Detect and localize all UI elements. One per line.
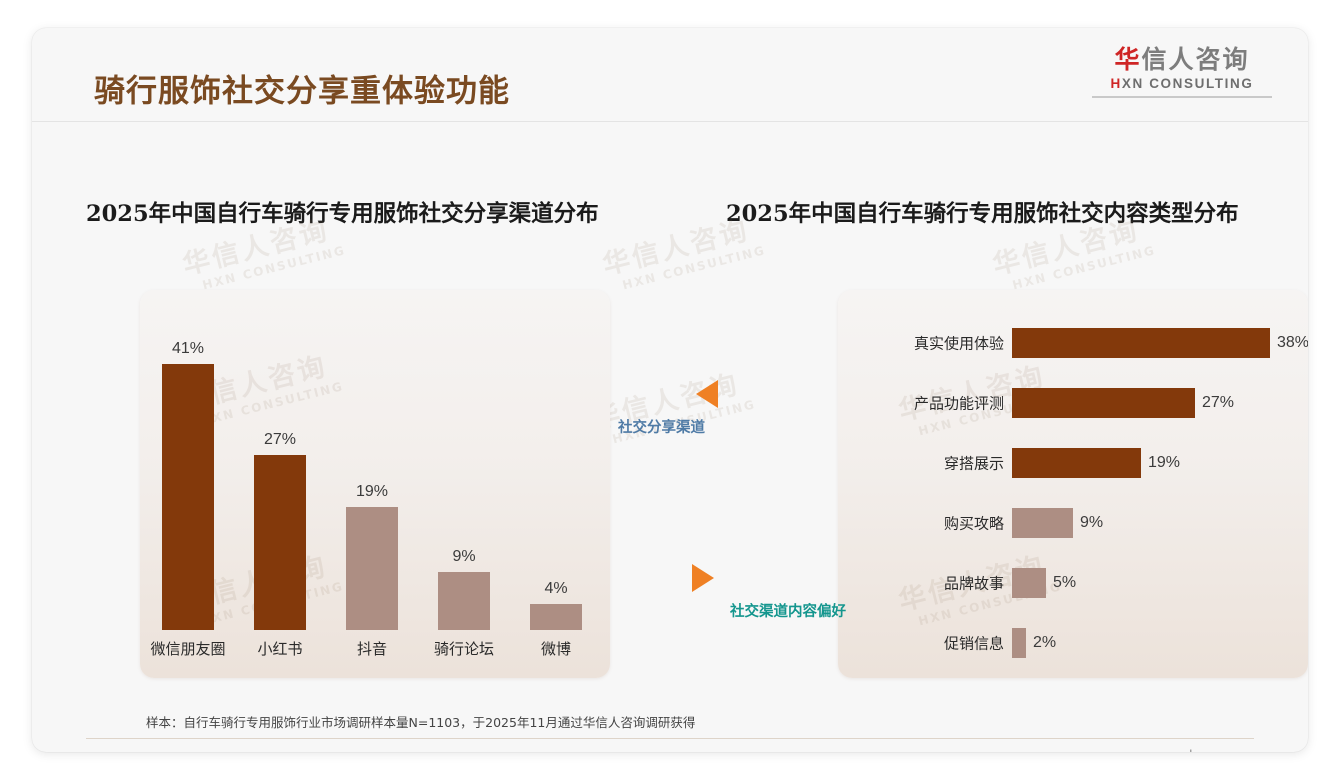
logo-underline — [1092, 95, 1272, 98]
horizontal-bar-chart: 真实使用体验 38% 产品功能评测 27% 穿搭展示 19% 购买攻略 9% 品牌故事 5% 促销信… — [838, 290, 1308, 678]
bar — [1012, 448, 1141, 478]
bar-category-label: 促销信息 — [943, 634, 1004, 653]
bar — [1012, 508, 1073, 538]
bar-category-label: 微博 — [540, 640, 571, 658]
annotation-content-preference: 社交渠道内容偏好 — [618, 564, 848, 624]
horizontal-bar-row: 产品功能评测 27% — [838, 388, 1308, 418]
chart-title-left: 2025年中国自行车骑行专用服饰社交分享渠道分布 — [86, 201, 599, 227]
watermark-en: HXN CONSULTING — [621, 243, 768, 293]
chart-title-right: 2025年中国自行车骑行专用服饰社交内容类型分布 — [726, 201, 1239, 227]
bar-value-label: 27% — [1202, 394, 1235, 411]
annotation-social-share-channel: 社交分享渠道 — [618, 380, 838, 440]
bar — [438, 572, 490, 630]
bar-value-label: 9% — [452, 548, 476, 565]
bar-category-label: 抖音 — [356, 640, 387, 658]
vertical-bar-chart: 41% 微信朋友圈 27% 小红书 19% 抖音 9% 骑行论坛 4% 微博 — [140, 290, 610, 678]
bar — [254, 455, 306, 630]
bar-value-label: 5% — [1053, 574, 1077, 591]
horizontal-bar-row: 穿搭展示 19% — [838, 448, 1308, 478]
bar-category-label: 真实使用体验 — [913, 334, 1004, 353]
footer-website[interactable]: www.hxrcon.com — [1160, 748, 1254, 752]
bar — [1012, 328, 1270, 358]
bar-value-label: 27% — [263, 431, 297, 448]
triangle-right-icon — [692, 564, 714, 592]
company-logo: 华信人咨询 HXN CONSULTING — [1092, 46, 1272, 98]
horizontal-bar-row: 促销信息 2% — [838, 628, 1308, 658]
bar-value-label: 19% — [355, 483, 389, 500]
logo-english-name: HXN CONSULTING — [1092, 76, 1272, 91]
chart-card-right: 华信人咨询 HXN CONSULTING 华信人咨询 HXN CONSULTING … — [838, 290, 1308, 678]
bar-value-label: 19% — [1148, 454, 1181, 471]
bar — [530, 604, 582, 630]
bar-value-label: 41% — [171, 340, 205, 357]
bar-category-label: 产品功能评测 — [913, 394, 1004, 413]
annotation-label: 社交渠道内容偏好 — [730, 604, 846, 620]
watermark-en: HXN CONSULTING — [201, 243, 348, 293]
logo-en-rest: XN CONSULTING — [1121, 75, 1254, 91]
bar — [1012, 388, 1195, 418]
horizontal-bar-row: 购买攻略 9% — [838, 508, 1308, 538]
footer-divider — [86, 738, 1254, 739]
bar-value-label: 38% — [1277, 334, 1308, 351]
annotation-label: 社交分享渠道 — [618, 420, 705, 436]
bar — [162, 364, 214, 630]
page-title: 骑行服饰社交分享重体验功能 — [94, 73, 510, 110]
horizontal-bar-row: 真实使用体验 38% — [838, 328, 1308, 358]
bar-category-label: 骑行论坛 — [433, 640, 494, 658]
bar-value-label: 4% — [544, 580, 568, 597]
bar-value-label: 9% — [1080, 514, 1104, 531]
watermark-en: HXN CONSULTING — [1011, 243, 1158, 293]
slide-canvas: 骑行服饰社交分享重体验功能 华信人咨询 HXN CONSULTING 2025年… — [32, 28, 1308, 752]
bar-value-label: 2% — [1033, 634, 1057, 651]
triangle-left-icon — [696, 380, 718, 408]
bar-category-label: 品牌故事 — [943, 574, 1004, 593]
bar-category-label: 微信朋友圈 — [150, 640, 226, 658]
bar-category-label: 购买攻略 — [943, 514, 1004, 533]
bar-category-label: 小红书 — [257, 640, 303, 658]
slide-header: 骑行服饰社交分享重体验功能 华信人咨询 HXN CONSULTING — [32, 28, 1308, 122]
footer-copyright: ©2026.1 HXR华信人咨询 — [90, 748, 239, 752]
logo-en-accent: H — [1110, 75, 1122, 91]
bar — [1012, 568, 1046, 598]
bar-category-label: 穿搭展示 — [943, 454, 1004, 473]
bar — [346, 507, 398, 630]
logo-chinese-name: 华信人咨询 — [1092, 46, 1272, 74]
logo-rest-chars: 信人咨询 — [1141, 45, 1250, 74]
sample-note: 样本：自行车骑行专用服饰行业市场调研样本量N=1103，于2025年11月通过华… — [146, 715, 696, 730]
logo-accent-char: 华 — [1114, 45, 1142, 74]
horizontal-bar-row: 品牌故事 5% — [838, 568, 1308, 598]
bar — [1012, 628, 1026, 658]
